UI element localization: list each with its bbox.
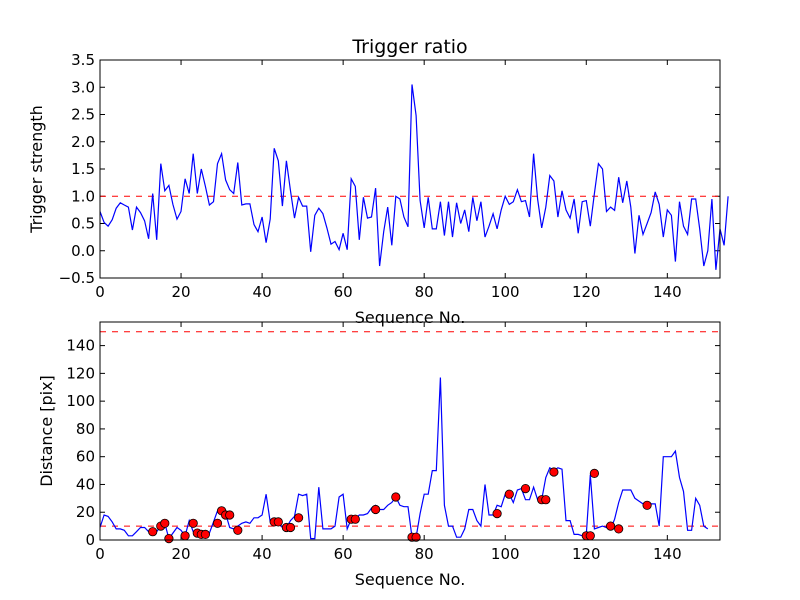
bottom-x-tick-label: 60 [334,545,353,563]
bottom-x-tick-label: 120 [572,545,601,563]
top-y-tick-label: −0.5 [59,269,95,287]
top-y-tick-label: 0.0 [71,242,95,260]
top-x-tick-label: 20 [171,283,190,301]
flagged-markers [148,467,652,544]
bottom-x-tick-label: 20 [171,545,190,563]
trigger-ratio-panel: Trigger ratio 0 20 40 60 80 100 120 140−0.50.00… [27,36,729,327]
trigger-strength-line [99,84,729,270]
bottom-y-axis-label: Distance [pix] [37,375,56,487]
flagged-point [605,521,616,531]
flagged-point [200,529,210,540]
top-axes-frame [99,59,721,279]
bottom-y-tick-label: 120 [66,364,95,382]
bottom-y-tick-label: 20 [76,503,95,521]
flagged-point [589,468,600,478]
bottom-y-tick-label: 140 [66,337,95,355]
flagged-point [411,532,421,542]
flagged-point [642,500,652,510]
flagged-point [370,504,381,515]
top-x-tick-label: 120 [572,283,601,301]
flagged-point [614,524,624,534]
flagged-point [492,508,502,519]
top-y-axis-label: Trigger strength [27,105,46,234]
top-x-tick-label: 40 [253,283,272,301]
flagged-point [180,531,190,541]
top-x-tick-label: 100 [491,283,520,301]
flagged-point [504,489,514,499]
bottom-y-tick-label: 40 [76,475,95,493]
top-x-tick-label: 60 [334,283,353,301]
bottom-x-tick-label: 0 [95,545,105,563]
top-y-tick-label: 0.5 [71,215,95,233]
bottom-x-tick-label: 80 [415,545,434,563]
flagged-point [285,522,296,533]
top-y-tick-label: 3.0 [71,78,95,96]
flagged-point [350,514,360,524]
flagged-point [273,517,283,527]
top-x-tick-label: 140 [653,283,682,301]
bottom-x-tick-label: 40 [253,545,272,563]
distance-panel: 0 20 40 60 80 100 120 140 0 20 40 60 80 100 120 140 Seq… [37,321,721,589]
flagged-point [541,495,551,505]
flagged-point [233,525,243,535]
bottom-x-tick-label: 140 [653,545,682,563]
top-ticks: 0 20 40 60 80 100 120 140 −0.5 0.0 0.5 1.0 1.5 2.0 2.5… [59,51,720,301]
top-y-tick-label: 1.0 [71,187,95,205]
top-x-tick-label: 0 [95,283,105,301]
bottom-ticks: 0 20 40 60 80 100 120 140 0 20 40 60 80 100 120 140 [66,322,720,563]
bottom-x-tick-label: 100 [491,545,520,563]
flagged-point [520,483,531,494]
top-y-tick-label: 3.5 [71,51,95,69]
bottom-y-tick-label: 60 [76,448,95,466]
flagged-point [148,527,158,537]
top-y-tick-label: 2.0 [71,133,95,151]
flagged-point [549,467,559,477]
top-x-axis-label: Sequence No. [355,308,466,327]
bottom-y-tick-label: 80 [76,420,95,438]
flagged-point [225,510,235,520]
flagged-point [391,492,401,502]
flagged-point [293,513,304,523]
flagged-point [188,518,198,528]
top-y-tick-label: 2.5 [71,106,95,124]
bottom-x-axis-label: Sequence No. [355,570,466,589]
chart-title: Trigger ratio [351,36,467,58]
top-x-tick-label: 80 [415,283,434,301]
flagged-point [585,531,595,541]
top-y-tick-label: 1.5 [71,160,95,178]
bottom-y-tick-label: 0 [85,531,95,549]
flagged-point [164,533,174,544]
bottom-axes-frame [99,321,721,541]
flagged-point [160,518,170,528]
flagged-point [212,518,223,528]
bottom-y-tick-label: 100 [66,392,95,410]
